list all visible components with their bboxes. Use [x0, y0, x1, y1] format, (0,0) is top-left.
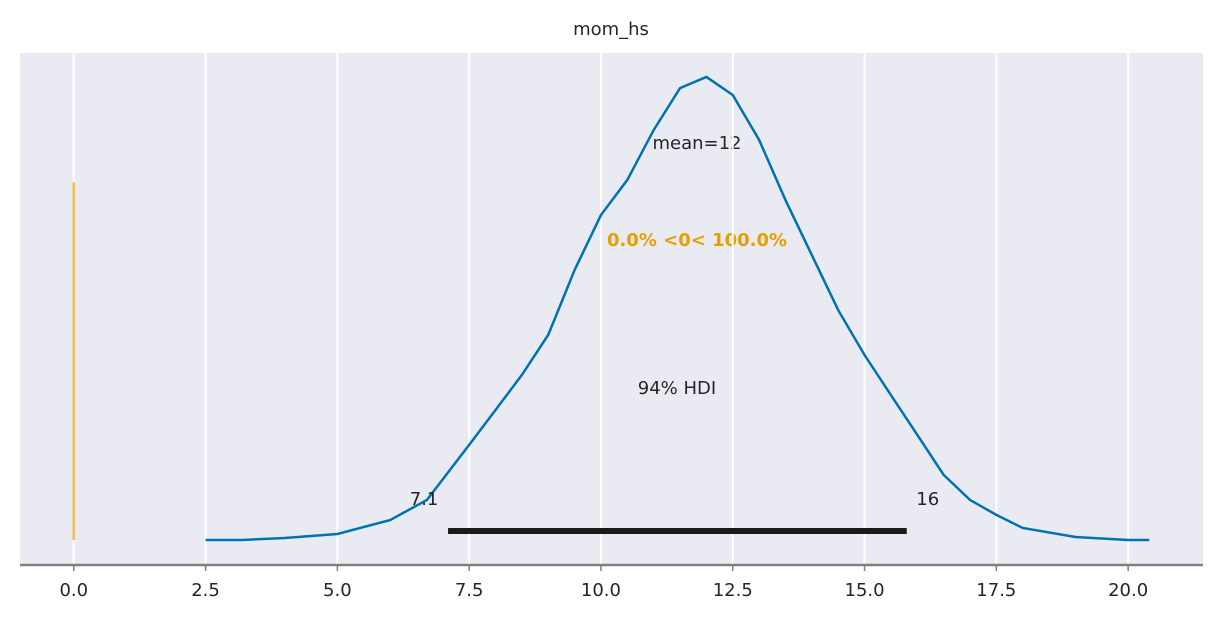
density-curve [205, 75, 1150, 542]
x-tick-label: 12.5 [713, 580, 753, 601]
x-tick-label: 20.0 [1108, 580, 1148, 601]
hdi-label: 94% HDI [638, 378, 716, 399]
x-tick-label: 0.0 [59, 580, 88, 601]
hdi-high-label: 16 [916, 489, 939, 510]
mean-label: mean=12 [652, 133, 741, 154]
x-tick-label: 5.0 [323, 580, 352, 601]
x-tick-label: 17.5 [976, 580, 1016, 601]
x-tick-label: 10.0 [581, 580, 621, 601]
x-tick-label: 2.5 [191, 580, 220, 601]
ref-label: 0.0% <0< 100.0% [607, 230, 787, 251]
hdi-low-label: 7.1 [410, 489, 439, 510]
plot-background [20, 53, 1203, 565]
x-tick-label: 15.0 [845, 580, 885, 601]
chart-title: mom_hs [573, 19, 649, 40]
x-tick-label: 7.5 [455, 580, 484, 601]
